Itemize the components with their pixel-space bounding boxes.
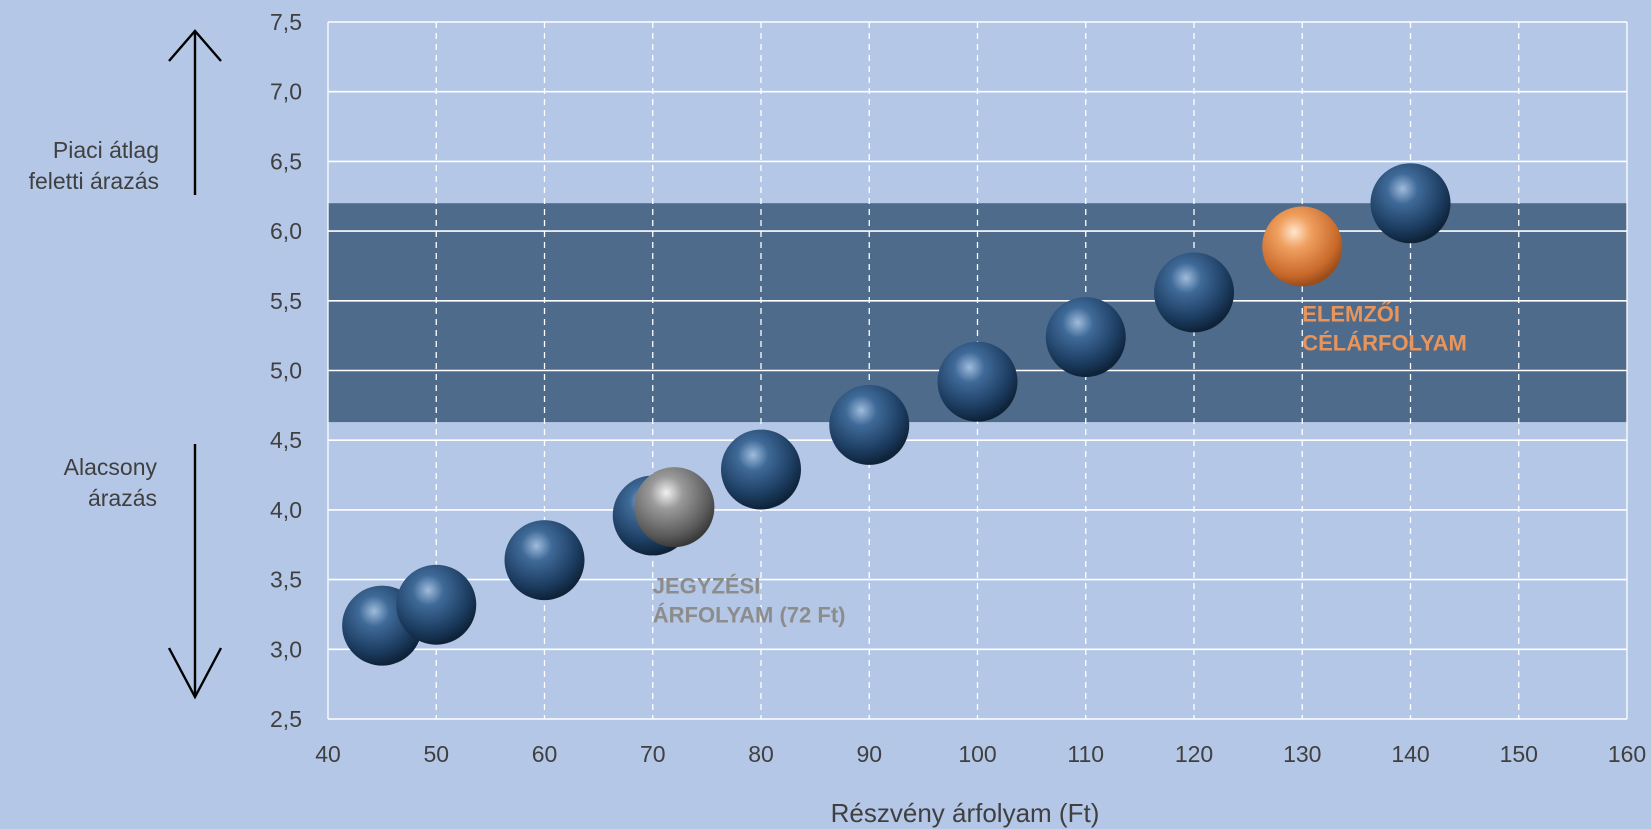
y-tick-label: 2,5	[270, 706, 302, 732]
data-point	[1154, 252, 1234, 333]
annotation-line: JEGYZÉSI	[653, 574, 761, 599]
data-point	[1045, 297, 1126, 378]
data-point	[634, 467, 715, 548]
x-tick-label: 140	[1391, 741, 1429, 767]
x-tick-label: 160	[1608, 741, 1646, 767]
y-tick-labels: 2,5 3,0 3,5 4,0 4,5 5,0 5,5 6,0 6,5 7,0 7,5	[270, 9, 302, 732]
x-axis-title: Részvény árfolyam (Ft)	[830, 798, 1100, 828]
down-arrow	[167, 444, 223, 700]
data-points	[342, 163, 1451, 666]
x-tick-label: 130	[1283, 741, 1321, 767]
upper-pricing-label-line-2: feletti árazás	[28, 168, 159, 194]
y-tick-label: 7,5	[270, 9, 302, 35]
x-tick-label: 100	[958, 741, 996, 767]
y-tick-label: 4,0	[270, 497, 302, 523]
y-tick-label: 5,0	[270, 358, 302, 384]
x-tick-label: 50	[423, 741, 449, 767]
y-tick-label: 6,5	[270, 148, 302, 174]
x-tick-label: 150	[1500, 741, 1538, 767]
y-tick-label: 3,0	[270, 636, 302, 662]
annotation-label: ELEMZŐI CÉLÁRFOLYAM	[1302, 302, 1467, 356]
x-tick-label: 60	[532, 741, 558, 767]
x-tick-label: 70	[640, 741, 666, 767]
upper-pricing-label: Piaci átlag feletti árazás	[29, 135, 159, 197]
y-tick-label: 6,0	[270, 218, 302, 244]
data-point	[721, 429, 801, 510]
x-tick-label: 40	[315, 741, 341, 767]
y-tick-label: 3,5	[270, 567, 302, 593]
annotation-label: JEGYZÉSI ÁRFOLYAM (72 Ft)	[653, 574, 846, 628]
annotation-line: CÉLÁRFOLYAM	[1302, 331, 1467, 356]
x-tick-labels: 40 50 60 70 80 90 100 110 120 130 140 150 160	[315, 741, 1646, 767]
data-point	[396, 564, 477, 645]
annotations: JEGYZÉSI ÁRFOLYAM (72 Ft) ELEMZŐI CÉLÁRFOLY…	[653, 302, 1467, 628]
annotation-line: ELEMZŐI	[1302, 302, 1400, 327]
lower-pricing-label: Alacsony árazás	[64, 452, 157, 514]
data-point	[1370, 163, 1451, 244]
annotation-line: ÁRFOLYAM (72 Ft)	[653, 603, 846, 628]
data-point	[829, 384, 910, 465]
up-arrow	[168, 29, 222, 195]
lower-pricing-label-line-2: árazás	[87, 485, 157, 511]
x-tick-label: 80	[748, 741, 774, 767]
lower-pricing-label-line-1: Alacsony	[63, 454, 157, 480]
x-tick-label: 120	[1175, 741, 1213, 767]
data-point	[937, 341, 1018, 422]
y-tick-label: 4,5	[270, 427, 302, 453]
y-tick-label: 7,0	[270, 79, 302, 105]
data-point	[1262, 206, 1343, 287]
data-point	[504, 520, 585, 601]
y-tick-label: 5,5	[270, 288, 302, 314]
upper-pricing-label-line-1: Piaci átlag	[52, 137, 159, 163]
x-tick-label: 110	[1067, 741, 1104, 767]
x-tick-label: 90	[856, 741, 882, 767]
